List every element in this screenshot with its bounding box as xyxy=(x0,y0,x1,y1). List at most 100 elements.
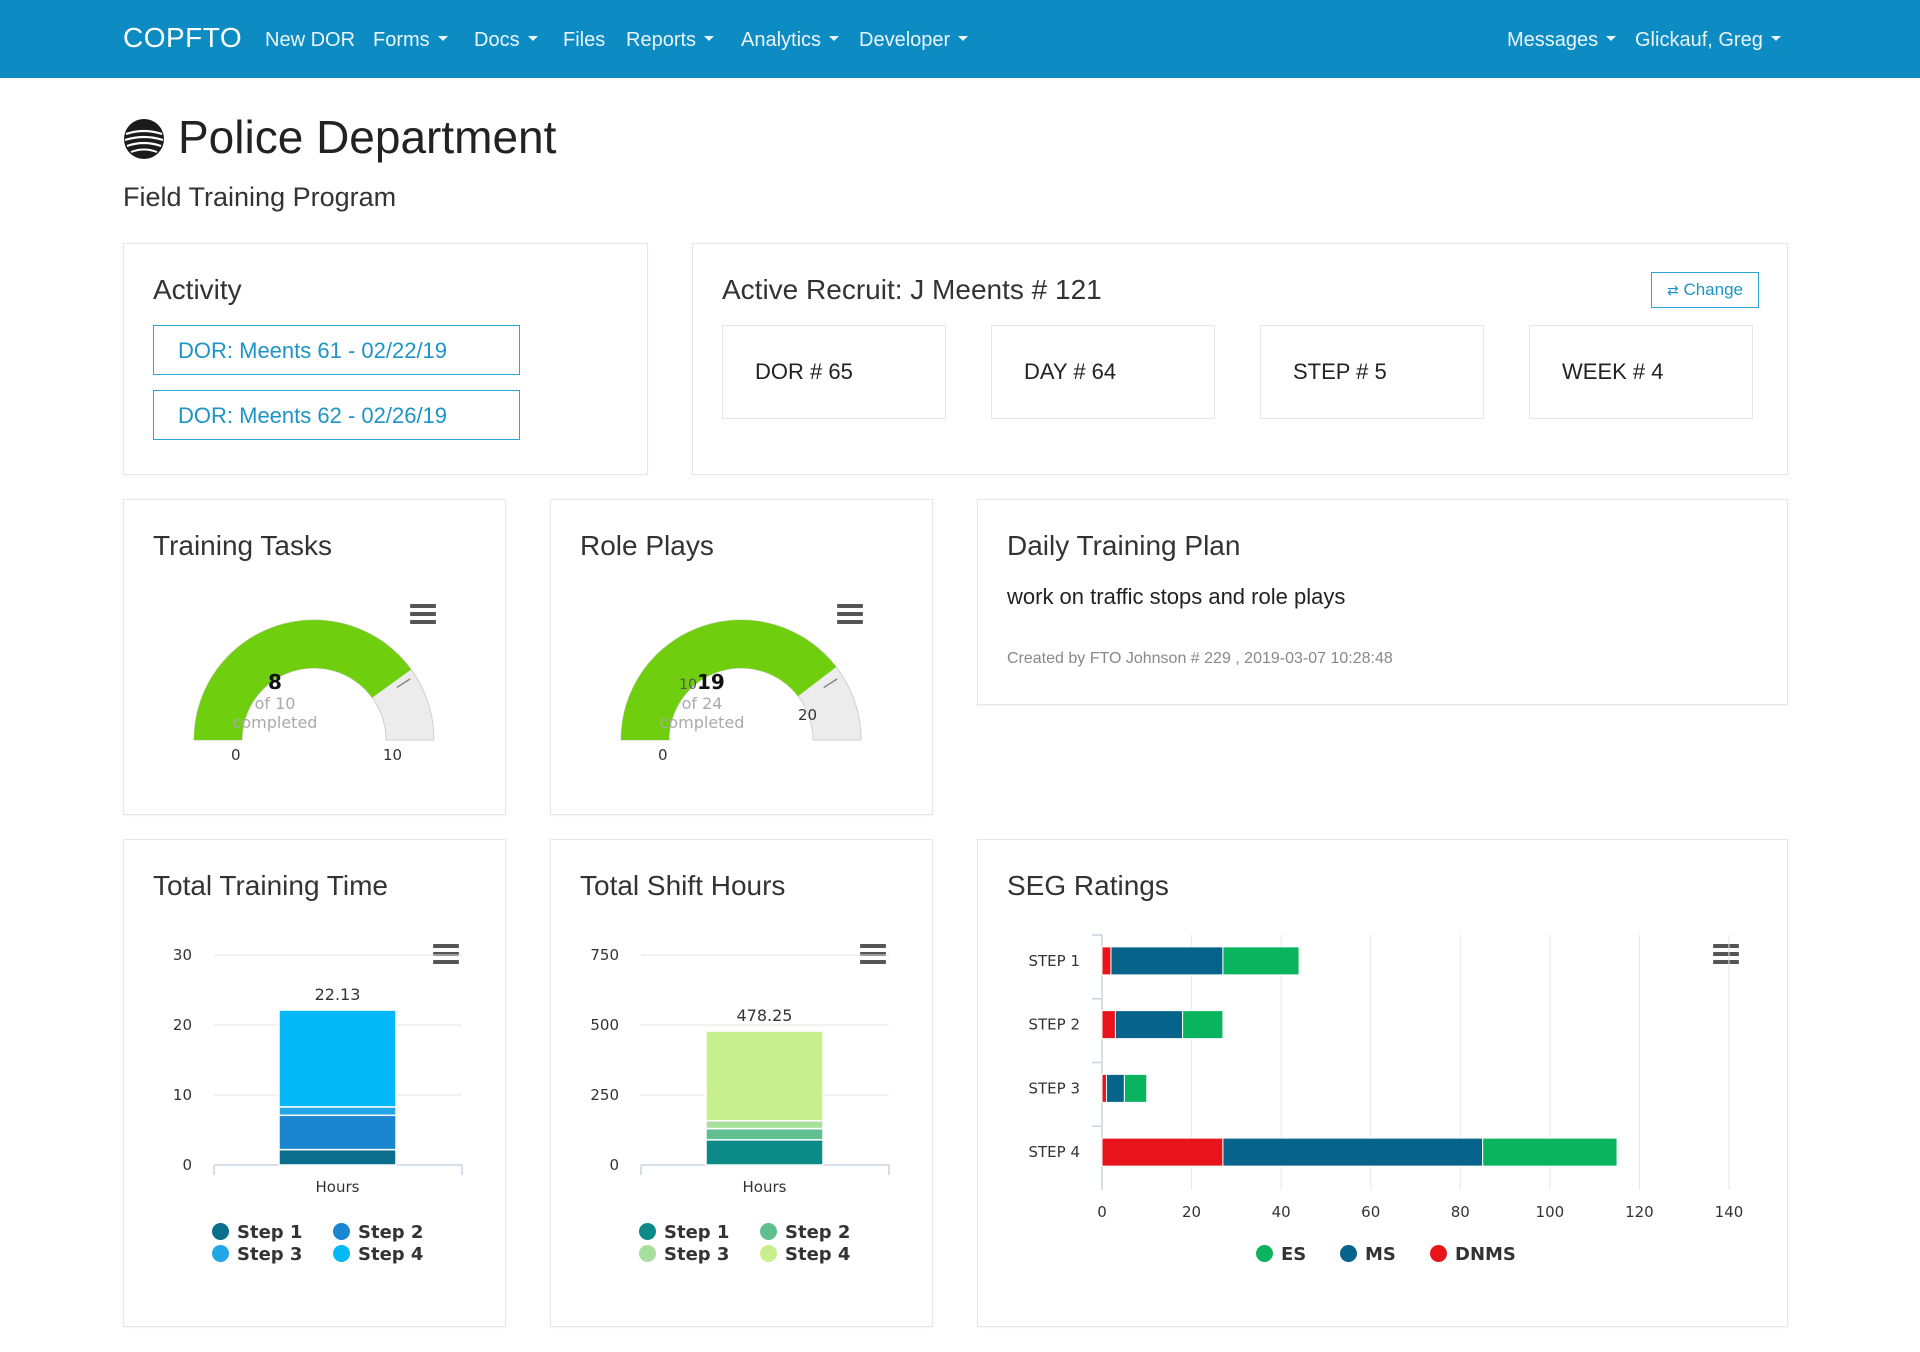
x-tick-label: 100 xyxy=(1536,1203,1565,1221)
total-training-time-card: Total Training Time 0 10 20 30 22.13 Hours St… xyxy=(123,839,506,1327)
nav-reports[interactable]: Reports xyxy=(626,29,715,52)
y-tick-label: 750 xyxy=(590,946,619,964)
legend-step-1[interactable]: Step 1 xyxy=(212,1222,302,1243)
gauge-minor-tick-label: 10 xyxy=(679,677,697,693)
nav-forms[interactable]: Forms xyxy=(373,29,448,52)
daily-plan-title: Daily Training Plan xyxy=(1007,530,1241,561)
legend-dot xyxy=(333,1223,350,1240)
legend-dot xyxy=(639,1245,656,1262)
legend-ms[interactable]: MS xyxy=(1340,1244,1396,1265)
bar-segment-step-2 xyxy=(278,1114,397,1151)
gauge-sub-completed: completed xyxy=(232,713,318,732)
bar-segment-dnms xyxy=(1101,1137,1224,1167)
total-shift-hours-card: Total Shift Hours 0 250 500 750 478.25 Hours … xyxy=(550,839,933,1327)
bar-segment-es xyxy=(1482,1137,1618,1167)
swap-arrows-icon: ⇄ xyxy=(1666,282,1679,298)
gauge-sub-completed: completed xyxy=(659,713,745,732)
stat-step: STEP # 5 xyxy=(1260,325,1484,419)
legend-dot xyxy=(760,1245,777,1262)
legend-step-4[interactable]: Step 4 xyxy=(333,1244,423,1265)
role-plays-gauge xyxy=(620,619,862,741)
gauge-min-label: 0 xyxy=(658,746,668,764)
bar-total-label: 22.13 xyxy=(315,985,361,1004)
caret-down-icon xyxy=(1770,36,1781,42)
nav-user-menu[interactable]: Glickauf, Greg xyxy=(1635,29,1781,52)
nav-analytics[interactable]: Analytics xyxy=(741,29,840,52)
x-tick-label: 120 xyxy=(1625,1203,1654,1221)
legend-step-3[interactable]: Step 3 xyxy=(639,1244,729,1265)
gauge-tick xyxy=(823,678,838,689)
x-category-label: Hours xyxy=(743,1178,787,1196)
x-tick-label: 20 xyxy=(1182,1203,1201,1221)
training-tasks-card: Training Tasks 8 of 10 completed 0 10 xyxy=(123,499,506,815)
legend-dot xyxy=(333,1245,350,1262)
x-tick-label: 60 xyxy=(1361,1203,1380,1221)
bar-segment-step-3 xyxy=(278,1106,397,1117)
nav-messages[interactable]: Messages xyxy=(1507,29,1617,52)
caret-down-icon xyxy=(704,36,715,42)
bar-segment-step-4 xyxy=(705,1030,824,1122)
x-tick-label: 140 xyxy=(1715,1203,1744,1221)
brand-logo[interactable]: COPFTO xyxy=(123,22,243,53)
top-navbar: COPFTO New DOR Forms Docs Files Reports … xyxy=(0,0,1920,78)
seg-ratings-title: SEG Ratings xyxy=(1007,870,1169,901)
x-tick-label: 40 xyxy=(1272,1203,1291,1221)
training-tasks-title: Training Tasks xyxy=(153,530,332,561)
x-tick-label: 0 xyxy=(1097,1203,1107,1221)
activity-card: Activity DOR: Meents 61 - 02/22/19 DOR: … xyxy=(123,243,648,475)
chart-menu-icon[interactable] xyxy=(410,604,436,624)
legend-step-1[interactable]: Step 1 xyxy=(639,1222,729,1243)
legend-es[interactable]: ES xyxy=(1256,1244,1306,1265)
chart-menu-icon[interactable] xyxy=(1713,944,1739,964)
daily-training-plan-card: Daily Training Plan work on traffic stop… xyxy=(977,499,1788,705)
x-tick-label: 80 xyxy=(1451,1203,1470,1221)
bar-segment-es xyxy=(1123,1073,1148,1103)
stat-day: DAY # 64 xyxy=(991,325,1215,419)
active-recruit-title: Active Recruit: J Meents # 121 xyxy=(722,274,1102,305)
seg-ratings-card: SEG Ratings 0 20 40 60 80 100 120 140 STEP 1 STEP… xyxy=(977,839,1788,1327)
bar-segment-es xyxy=(1182,1010,1224,1040)
legend-dot xyxy=(1256,1245,1273,1262)
gauge-fill xyxy=(621,620,837,740)
role-plays-title: Role Plays xyxy=(580,530,714,561)
legend-step-4[interactable]: Step 4 xyxy=(760,1244,850,1265)
bar-segment-step-1 xyxy=(278,1148,397,1166)
gauge-fill xyxy=(194,620,412,740)
caret-down-icon xyxy=(958,36,969,42)
nav-new-dor[interactable]: New DOR xyxy=(265,29,356,51)
bar-segment-step-2 xyxy=(705,1127,824,1141)
legend-dnms[interactable]: DNMS xyxy=(1430,1244,1516,1265)
legend-step-3[interactable]: Step 3 xyxy=(212,1244,302,1265)
gauge-max-label: 20 xyxy=(798,706,818,724)
legend-step-2[interactable]: Step 2 xyxy=(333,1222,423,1243)
chart-menu-icon[interactable] xyxy=(837,604,863,624)
page-subtitle: Field Training Program xyxy=(123,182,397,212)
y-category-label: STEP 1 xyxy=(1028,952,1080,970)
bar-segment-ms xyxy=(1110,946,1224,976)
legend-step-2[interactable]: Step 2 xyxy=(760,1222,850,1243)
bar-segment-dnms xyxy=(1101,1073,1107,1103)
gauge-tick xyxy=(396,678,411,689)
bar-segment-es xyxy=(1222,946,1300,976)
y-tick-label: 30 xyxy=(173,946,192,964)
activity-title: Activity xyxy=(153,274,242,305)
activity-link[interactable]: DOR: Meents 61 - 02/22/19 xyxy=(153,325,520,375)
chart-menu-icon[interactable] xyxy=(433,944,459,964)
activity-link[interactable]: DOR: Meents 62 - 02/26/19 xyxy=(153,390,520,440)
y-tick-label: 0 xyxy=(182,1156,192,1174)
nav-files[interactable]: Files xyxy=(563,29,606,51)
daily-plan-text: work on traffic stops and role plays xyxy=(1007,584,1346,609)
bar-segment-ms xyxy=(1114,1010,1184,1040)
change-recruit-button[interactable]: ⇄ Change xyxy=(1651,272,1759,308)
legend-dot xyxy=(212,1245,229,1262)
nav-developer[interactable]: Developer xyxy=(859,29,969,52)
gauge-min-label: 0 xyxy=(231,746,241,764)
stat-dor: DOR # 65 xyxy=(722,325,946,419)
bar-segment-ms xyxy=(1105,1073,1125,1103)
nav-docs[interactable]: Docs xyxy=(474,29,538,52)
shift-hours-chart: 0 250 500 750 478.25 Hours xyxy=(590,946,890,1196)
chart-menu-icon[interactable] xyxy=(860,944,886,964)
y-category-label: STEP 4 xyxy=(1028,1143,1080,1161)
bar-segment-ms xyxy=(1222,1137,1484,1167)
globe-icon xyxy=(124,119,164,159)
